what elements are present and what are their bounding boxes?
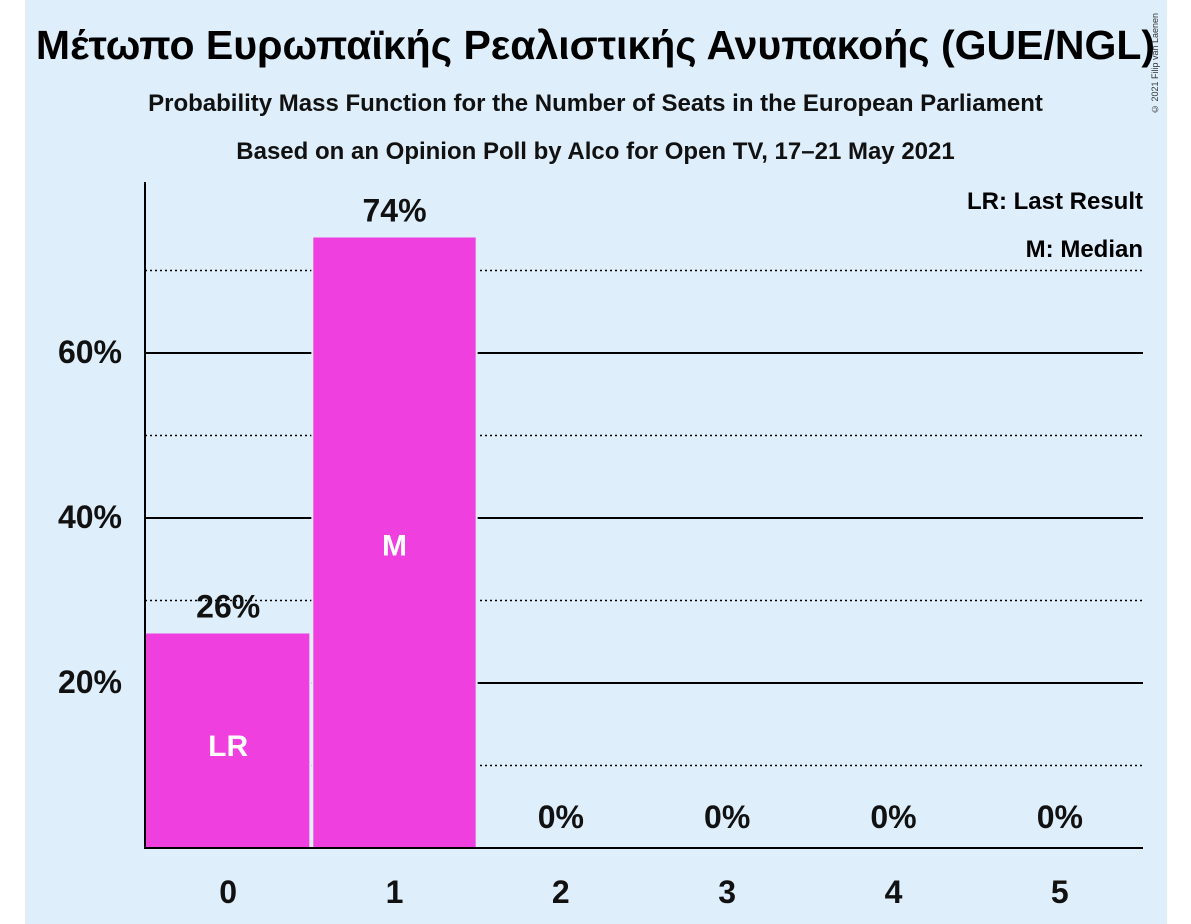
x-tick-label: 1 — [386, 874, 404, 910]
chart-source-line: Based on an Opinion Poll by Alco for Ope… — [236, 138, 955, 165]
chart-title: Μέτωπο Ευρωπαϊκής Ρεαλιστικής Ανυπακοής … — [35, 22, 1156, 68]
x-tick-label: 4 — [885, 874, 903, 910]
median-marker: M — [382, 530, 407, 563]
y-tick-label: 20% — [58, 664, 122, 700]
value-label: 74% — [362, 193, 426, 229]
value-label: 0% — [870, 799, 916, 835]
axes — [144, 182, 1143, 849]
x-tick-label: 3 — [718, 874, 736, 910]
x-tick-label: 2 — [552, 874, 570, 910]
legend-median: M: Median — [1026, 236, 1143, 263]
bar-seats-0 — [145, 633, 310, 848]
bar-seats-1 — [313, 237, 476, 848]
x-tick-label: 5 — [1051, 874, 1069, 910]
legend-last-result: LR: Last Result — [967, 188, 1143, 215]
value-label: 0% — [1037, 799, 1083, 835]
y-tick-label: 40% — [58, 499, 122, 535]
y-tick-label: 60% — [58, 334, 122, 370]
value-label: 26% — [196, 589, 260, 625]
bars — [145, 237, 478, 848]
value-label: 0% — [704, 799, 750, 835]
value-label: 0% — [538, 799, 584, 835]
last-result-marker: LR — [208, 730, 248, 763]
x-tick-label: 0 — [219, 874, 237, 910]
chart-subtitle: Probability Mass Function for the Number… — [148, 90, 1043, 117]
